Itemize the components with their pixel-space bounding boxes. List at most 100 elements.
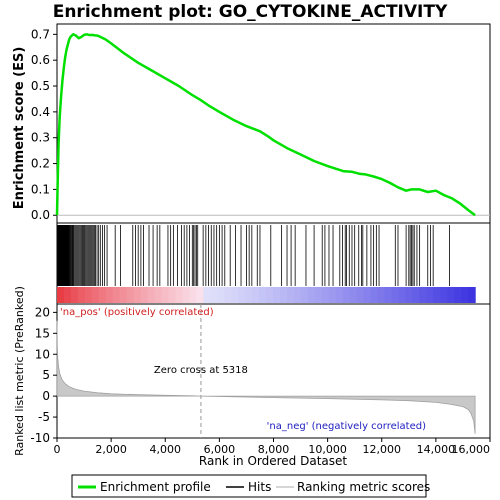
- rank-band-segment: [203, 287, 211, 303]
- es-y-tick-label: 0.1: [31, 182, 50, 196]
- rank-band-segment: [370, 287, 379, 303]
- rank-band-segment: [342, 287, 351, 303]
- metric-y-tick-label: 20: [35, 305, 50, 319]
- rank-band-segment: [210, 287, 218, 303]
- rank-band-segment: [84, 287, 93, 303]
- enrichment-profile-line: [55, 33, 476, 217]
- rank-band-segment: [266, 287, 274, 303]
- rank-band-segment: [91, 287, 100, 303]
- rank-band-segment: [454, 287, 462, 303]
- rank-band-segment: [182, 287, 191, 303]
- metric-x-tick-label: 4,000: [150, 443, 182, 456]
- legend-hits-label: Hits: [248, 480, 271, 494]
- metric-x-tick-label: 6,000: [204, 443, 236, 456]
- rank-band-segment: [189, 287, 197, 303]
- metric-panel-frame: [56, 303, 491, 439]
- rank-band-segment: [335, 287, 344, 303]
- rank-band-segment: [126, 287, 135, 303]
- rank-band-segment: [314, 287, 323, 303]
- rank-band-segment: [461, 287, 469, 303]
- rank-band-segment: [405, 287, 413, 303]
- rank-band-segment: [70, 287, 79, 303]
- es-curve-group: [55, 33, 490, 217]
- rank-band-segment: [321, 287, 330, 303]
- rank-band-segment: [328, 287, 337, 303]
- rank-band-segment: [419, 287, 427, 303]
- hit-marks: [57, 225, 450, 286]
- rank-band-segment: [252, 287, 260, 303]
- metric-x-axis: 0 2,000 4,000 6,000 8,000 10,000 12,000 14,0001…: [54, 438, 491, 456]
- rank-band-segment: [273, 287, 281, 303]
- legend-metric-label: Ranking metric scores: [297, 480, 430, 494]
- rank-band-segment: [412, 287, 420, 303]
- rank-band-segment: [133, 287, 142, 303]
- metric-x-axis-label: Rank in Ordered Dataset: [199, 454, 347, 468]
- rank-color-band: [57, 287, 476, 303]
- neg-annotation: 'na_neg' (negatively correlated): [267, 421, 426, 432]
- rank-band-segment: [119, 287, 128, 303]
- pos-annotation: 'na_pos' (positively correlated): [60, 307, 214, 318]
- rank-band-segment: [300, 287, 309, 303]
- metric-x-tick-label: 14,000: [417, 443, 456, 456]
- rank-band-segment: [279, 287, 288, 303]
- es-panel-frame: [56, 23, 491, 224]
- es-y-tick-label: 0.7: [31, 27, 50, 41]
- metric-area-group: [56, 320, 476, 434]
- metric-y-axis: -10 -5 0 5 10 15 20: [30, 305, 57, 445]
- rank-band-segment: [63, 287, 72, 303]
- rank-band-segment: [238, 287, 246, 303]
- rank-band-segment: [433, 287, 441, 303]
- rank-band-segment: [363, 287, 372, 303]
- hits-panel: [56, 222, 491, 305]
- rank-band-segment: [391, 287, 400, 303]
- rank-band-segment: [105, 287, 114, 303]
- metric-x-tick-label: 8,000: [258, 443, 290, 456]
- ranking-metric-area: [56, 320, 476, 434]
- zero-cross-label: Zero cross at 5318: [154, 365, 248, 376]
- rank-band-segment: [224, 287, 232, 303]
- rank-band-segment: [356, 287, 365, 303]
- legend-enrichment-label: Enrichment profile: [100, 480, 211, 494]
- rank-band-segment: [77, 287, 86, 303]
- es-y-tick-label: 0.2: [31, 157, 50, 171]
- metric-x-tick-label: 10,000: [308, 443, 347, 456]
- rank-band-segment: [349, 287, 358, 303]
- metric-y-tick-label: 10: [35, 347, 50, 361]
- es-y-axis: 0.0 0.1 0.2 0.3 0.4 0.5 0.6 0.7: [31, 27, 57, 222]
- rank-band-segment: [398, 287, 407, 303]
- metric-panel: -10 -5 0 5 10 15 20 0 2,000 4,000 6,000 8,000 10,00…: [13, 286, 491, 468]
- rank-band-segment: [161, 287, 170, 303]
- metric-y-tick-label: 15: [35, 326, 50, 340]
- es-y-tick-label: 0.5: [31, 79, 50, 93]
- rank-band-segment: [293, 287, 302, 303]
- rank-band-segment: [147, 287, 156, 303]
- rank-band-segment: [175, 287, 184, 303]
- es-y-axis-label: Enrichment score (ES): [12, 47, 27, 210]
- rank-band-segment: [57, 287, 65, 303]
- rank-band-segment: [140, 287, 149, 303]
- metric-y-tick-label: 5: [42, 368, 50, 382]
- rank-band-segment: [440, 287, 448, 303]
- metric-x-tick-label: 0: [54, 443, 61, 456]
- es-y-tick-label: 0.6: [31, 53, 50, 67]
- metric-y-tick-label: -10: [30, 431, 50, 445]
- rank-band-segment: [468, 287, 476, 303]
- metric-x-tick-label: 12,000: [363, 443, 402, 456]
- metric-y-tick-label: 0: [42, 389, 50, 403]
- rank-band-segment: [259, 287, 267, 303]
- chart-title: Enrichment plot: GO_CYTOKINE_ACTIVITY: [53, 2, 448, 22]
- rank-band-segment: [196, 287, 204, 303]
- rank-band-segment: [307, 287, 316, 303]
- rank-band-segment: [112, 287, 121, 303]
- es-y-tick-label: 0.0: [31, 208, 50, 222]
- metric-x-tick-label: 16,000: [452, 443, 491, 456]
- metric-y-axis-label: Ranked list metric (PreRanked): [13, 286, 26, 456]
- rank-band-segment: [98, 287, 107, 303]
- rank-band-segment: [231, 287, 239, 303]
- metric-x-tick-label: 2,000: [95, 443, 127, 456]
- rank-band-segment: [447, 287, 455, 303]
- rank-band-segment: [154, 287, 163, 303]
- rank-band-segment: [384, 287, 393, 303]
- legend-box: [71, 474, 427, 498]
